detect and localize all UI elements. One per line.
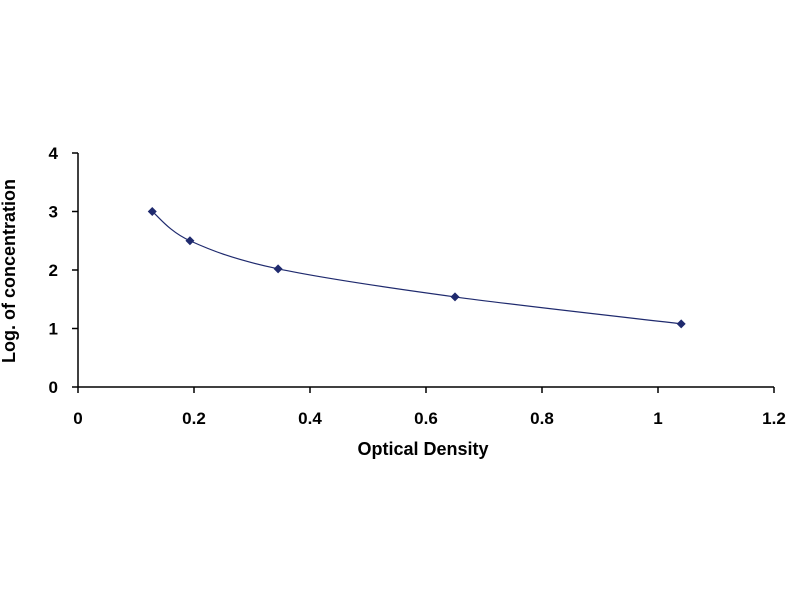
x-tick-label: 0 bbox=[73, 409, 82, 428]
x-axis-ticks: 0 0.2 0.4 0.6 0.8 1 1.2 bbox=[73, 387, 786, 428]
x-tick-label: 0.4 bbox=[298, 409, 322, 428]
data-point bbox=[185, 236, 195, 246]
y-tick-label: 1 bbox=[49, 320, 58, 339]
y-axis-ticks: 0 1 2 3 4 bbox=[49, 144, 78, 397]
data-point bbox=[676, 319, 686, 329]
y-tick-label: 4 bbox=[49, 144, 59, 163]
x-tick-label: 1 bbox=[653, 409, 662, 428]
data-points bbox=[147, 207, 686, 329]
trend-line bbox=[151, 211, 682, 325]
y-tick-label: 0 bbox=[49, 378, 58, 397]
x-tick-label: 0.6 bbox=[414, 409, 438, 428]
x-tick-label: 0.2 bbox=[182, 409, 206, 428]
data-point bbox=[147, 207, 157, 216]
x-tick-label: 1.2 bbox=[762, 409, 786, 428]
y-tick-label: 2 bbox=[49, 261, 58, 280]
x-tick-label: 0.8 bbox=[530, 409, 554, 428]
data-point bbox=[273, 264, 283, 274]
data-point bbox=[450, 292, 460, 302]
x-axis-title: Optical Density bbox=[357, 439, 488, 459]
y-tick-label: 3 bbox=[49, 203, 58, 222]
y-axis-title: Log. of concentration bbox=[0, 179, 19, 363]
